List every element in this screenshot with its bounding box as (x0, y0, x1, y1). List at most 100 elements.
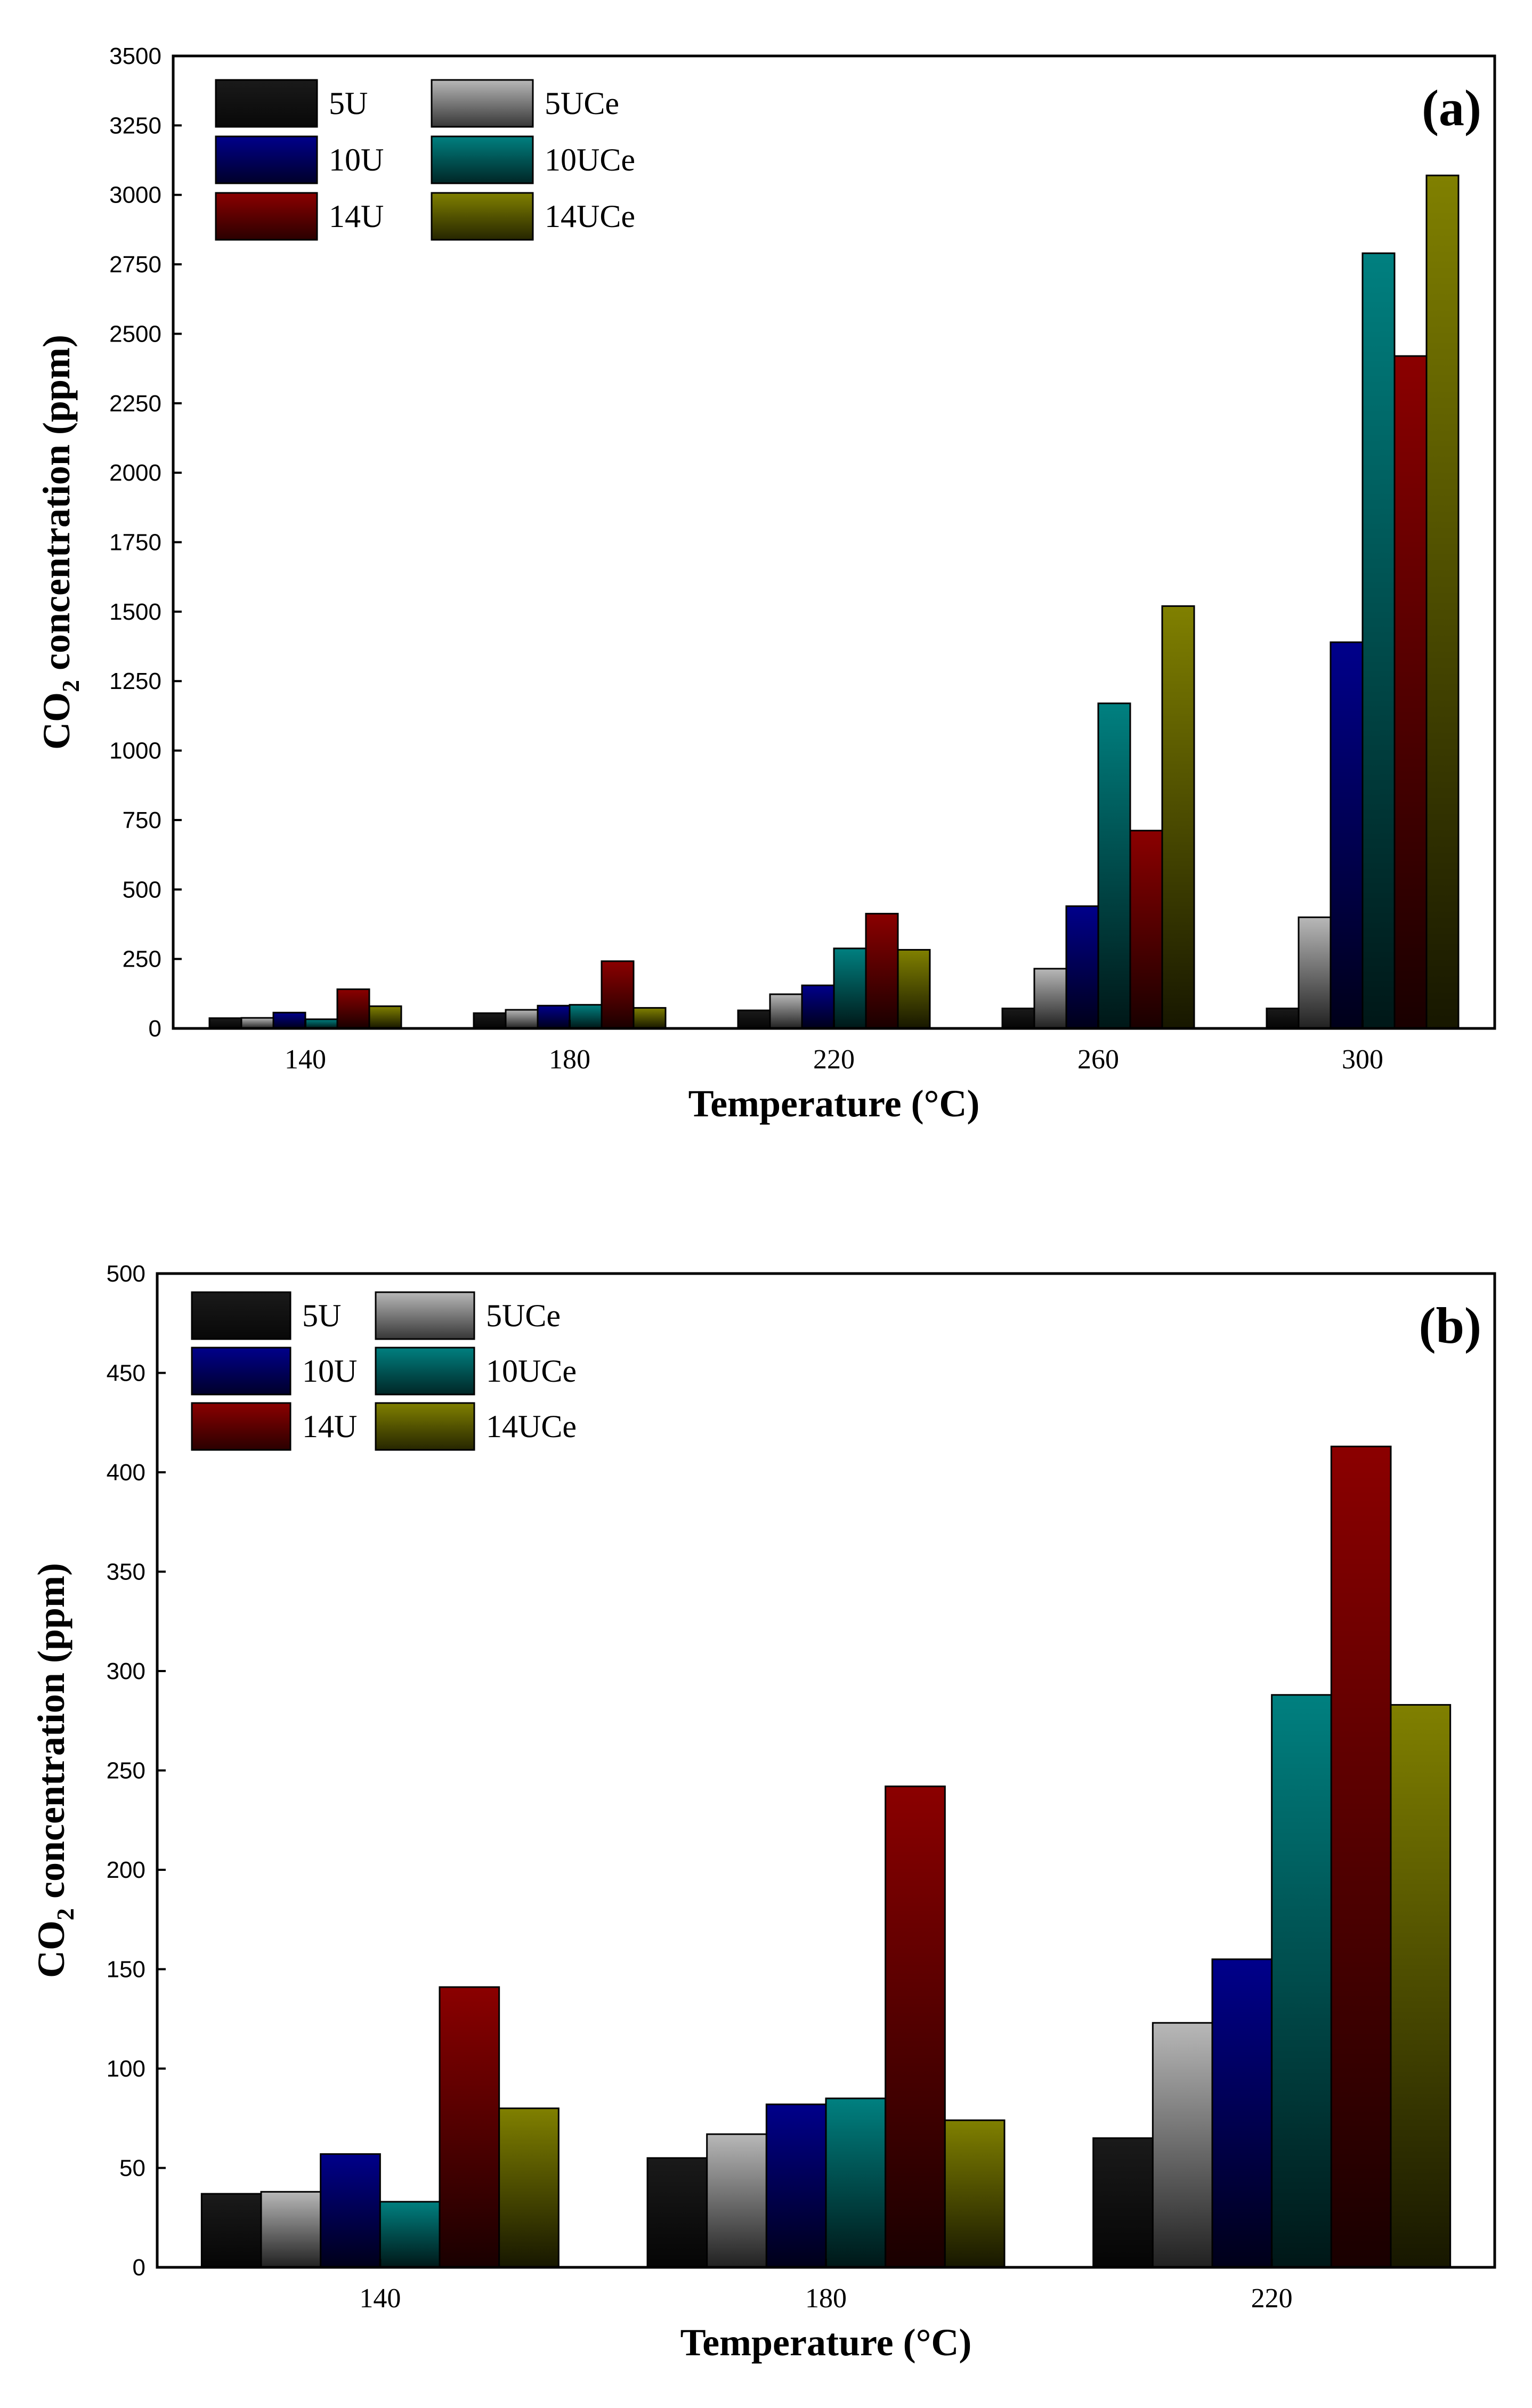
bar-10U-140 (272, 1011, 306, 1029)
legend-label-14U: 14U (302, 1409, 357, 1444)
bar-5UCe-180 (505, 1009, 539, 1029)
bar-5U-300 (1266, 1007, 1300, 1029)
bar-5UCe-140 (240, 1017, 274, 1029)
bar-10UCe-300 (1361, 252, 1396, 1029)
legend-swatch-10UCe (375, 1347, 475, 1396)
x-tick-label: 180 (805, 2283, 847, 2314)
y-tick-label: 50 (119, 2155, 145, 2182)
y-tick-label: 3000 (109, 182, 161, 208)
legend-label-5U: 5U (329, 86, 368, 121)
bar-14UCe-220 (1390, 1704, 1452, 2268)
bar-10UCe-220 (1271, 1694, 1332, 2268)
bar-5U-220 (737, 1009, 771, 1029)
legend-swatch-5U (215, 79, 318, 128)
bar-5UCe-220 (769, 993, 803, 1029)
y-axis-ticks: 0 50 100 150 200 250 300 350 400 450 500 (107, 1261, 166, 2281)
bar-14UCe-220 (897, 948, 931, 1029)
y-axis-ticks: 0 250 500 750 1000 1250 1500 1750 2000 2250 2500 27… (109, 43, 182, 1042)
bar-10UCe-180 (825, 2097, 887, 2268)
y-tick-label: 150 (107, 1957, 145, 1983)
bar-14U-220 (865, 913, 899, 1029)
legend-swatch-5U (191, 1291, 291, 1340)
bar-5UCe-180 (706, 2133, 767, 2268)
legend-swatch-10U (191, 1347, 291, 1396)
chart-panel-a: 0 250 500 750 1000 1250 1500 1750 2000 2250 2500 27… (35, 43, 1496, 1125)
y-tick-label: 500 (107, 1261, 145, 1287)
bar-14U-180 (885, 1785, 946, 2268)
y-axis-title-post: concentration (ppm) (35, 335, 78, 680)
x-axis-ticks: 140 180 220 260 300 (285, 1020, 1383, 1075)
legend-label-14UCe: 14UCe (545, 199, 635, 234)
y-tick-label: 250 (123, 946, 161, 972)
legend-label-5U: 5U (302, 1298, 341, 1333)
bar-10U-260 (1065, 905, 1099, 1029)
legend-swatch-14U (191, 1402, 291, 1451)
bar-10UCe-220 (833, 947, 867, 1029)
legend-label-10U: 10U (329, 142, 384, 177)
legend-label-14U: 14U (329, 199, 384, 234)
bar-5U-260 (1001, 1007, 1035, 1029)
legend: 5U 5UCe 10U 10UCe 14U 14UCe (191, 1291, 577, 1451)
y-tick-label: 400 (107, 1460, 145, 1486)
bar-14UCe-260 (1161, 605, 1195, 1029)
y-axis-title-pre: CO (35, 692, 78, 750)
y-tick-label: 100 (107, 2056, 145, 2082)
y-tick-label: 250 (107, 1758, 145, 1784)
y-tick-label: 2500 (109, 321, 161, 347)
y-tick-label: 450 (107, 1360, 145, 1387)
x-axis-title: Temperature (°C) (680, 2321, 972, 2364)
y-axis-title: CO2 concentration (ppm) (30, 1563, 79, 1978)
x-tick-label: 140 (359, 2283, 401, 2314)
x-tick-label: 260 (1077, 1044, 1119, 1075)
bar-5U-180 (473, 1012, 507, 1029)
bar-14U-140 (439, 1986, 500, 2268)
x-tick-label: 220 (813, 1044, 855, 1075)
bar-14U-300 (1393, 355, 1428, 1029)
bar-14UCe-300 (1425, 174, 1460, 1029)
legend-swatch-14UCe (431, 192, 534, 241)
bar-5U-140 (208, 1017, 242, 1029)
panel-label: (a) (1422, 79, 1481, 136)
legend-label-14UCe: 14UCe (486, 1409, 577, 1444)
legend-swatch-14UCe (375, 1402, 475, 1451)
x-axis-ticks: 140 180 220 (359, 2259, 1293, 2314)
x-axis-title: Temperature (°C) (688, 1082, 980, 1125)
legend-swatch-10UCe (431, 135, 534, 184)
bar-14UCe-180 (944, 2119, 1006, 2268)
bars-group (208, 174, 1460, 1029)
y-tick-label: 750 (123, 807, 161, 833)
x-tick-label: 140 (285, 1044, 326, 1075)
y-tick-label: 2250 (109, 391, 161, 417)
bar-5UCe-140 (260, 2191, 322, 2268)
y-tick-label: 200 (107, 1857, 145, 1883)
bar-14U-220 (1330, 1446, 1392, 2268)
y-tick-label: 3500 (109, 43, 161, 69)
x-tick-label: 180 (549, 1044, 590, 1075)
bar-5U-220 (1092, 2137, 1154, 2268)
y-axis-title-sub: 2 (52, 1908, 79, 1920)
y-tick-label: 0 (133, 2255, 145, 2281)
y-tick-label: 350 (107, 1559, 145, 1585)
bar-14U-140 (336, 988, 370, 1029)
y-tick-label: 2750 (109, 252, 161, 278)
bar-14UCe-140 (368, 1005, 402, 1029)
y-tick-label: 1500 (109, 599, 161, 625)
legend-swatch-5UCe (431, 79, 534, 128)
bar-10U-300 (1330, 641, 1364, 1029)
bar-14UCe-180 (633, 1007, 667, 1029)
bar-10UCe-140 (379, 2201, 441, 2268)
bar-5UCe-220 (1152, 2022, 1213, 2268)
y-tick-label: 2000 (109, 460, 161, 486)
legend-swatch-10U (215, 135, 318, 184)
legend-label-10UCe: 10UCe (545, 142, 635, 177)
x-tick-label: 300 (1342, 1044, 1383, 1075)
y-tick-label: 1750 (109, 530, 161, 556)
legend-label-10U: 10U (302, 1353, 357, 1389)
y-axis-title: CO2 concentration (ppm) (35, 335, 84, 750)
bar-5U-140 (200, 2193, 262, 2268)
bar-10U-180 (765, 2103, 827, 2268)
legend-swatch-14U (215, 192, 318, 241)
y-tick-label: 1000 (109, 738, 161, 764)
y-axis-title-post: concentration (ppm) (30, 1563, 72, 1908)
